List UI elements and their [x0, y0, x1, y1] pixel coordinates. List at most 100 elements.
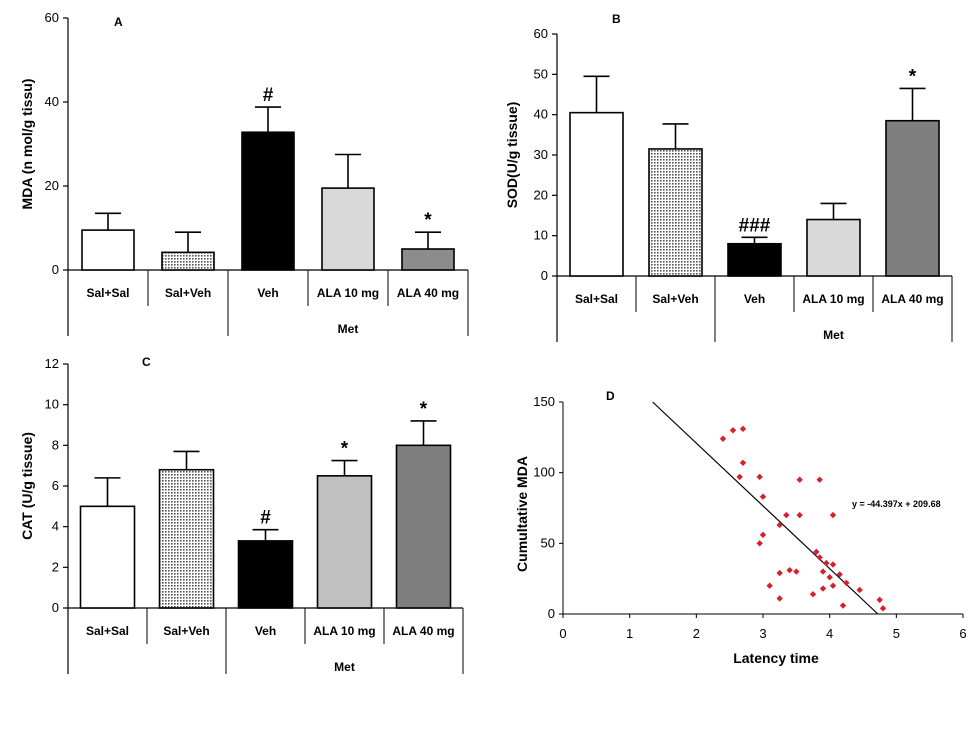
bar-chart-c: C 0 2 4 6 8 10 12 CAT (U/g tissue) Met Sal+Sal Sal+… — [19, 355, 464, 674]
data-point — [839, 602, 847, 609]
y-tick-label: 0 — [52, 262, 59, 277]
bar — [321, 187, 375, 271]
y-axis-label: CAT (U/g tissue) — [19, 432, 35, 540]
panel-label: D — [606, 389, 615, 403]
category-label: ALA 10 mg — [313, 624, 375, 638]
data-point — [819, 568, 827, 575]
data-point — [819, 585, 827, 592]
x-tick-label: 5 — [893, 626, 900, 641]
data-point — [826, 574, 833, 581]
data-point — [823, 559, 830, 567]
data-point — [776, 569, 783, 577]
y-tick-label: 150 — [533, 394, 555, 409]
y-tick-label: 20 — [45, 178, 59, 193]
data-point — [756, 473, 763, 481]
bar — [885, 119, 940, 277]
scatter-chart-d: D 0 50 100 150 0 1 2 3 4 5 6 Latency time Cumultative… — [514, 389, 967, 666]
group-label: Met — [338, 322, 359, 336]
category-label: ALA 10 mg — [802, 292, 864, 306]
bar — [727, 242, 782, 277]
category-label: Sal+Veh — [163, 624, 209, 638]
y-tick-label: 40 — [534, 107, 548, 122]
data-point — [776, 521, 783, 529]
data-point — [756, 540, 763, 547]
data-point — [786, 566, 793, 574]
significance-marker: * — [341, 439, 349, 460]
bar — [241, 131, 295, 271]
data-point — [719, 435, 727, 442]
y-tick-label: 60 — [45, 10, 59, 25]
bar — [81, 229, 135, 271]
data-point — [829, 511, 837, 519]
data-point — [876, 596, 883, 604]
data-point — [813, 548, 820, 556]
data-point — [829, 582, 837, 589]
category-label: Veh — [257, 286, 278, 300]
trendline-equation: y = -44.397x + 209.68 — [852, 499, 941, 509]
data-point — [739, 459, 747, 466]
category-label: Veh — [255, 624, 276, 638]
y-tick-label: 50 — [534, 66, 548, 81]
data-point — [736, 473, 743, 481]
category-label: Sal+Veh — [165, 286, 211, 300]
data-point — [879, 605, 887, 612]
bar — [401, 248, 455, 271]
data-point — [766, 582, 773, 589]
significance-marker: * — [420, 399, 428, 420]
significance-marker: * — [424, 210, 432, 231]
category-label: ALA 40 mg — [881, 292, 943, 306]
y-tick-label: 0 — [52, 600, 59, 615]
panel-label: C — [142, 355, 151, 369]
category-label: Sal+Sal — [86, 286, 129, 300]
data-point — [816, 554, 823, 561]
data-point — [816, 476, 823, 483]
y-tick-label: 50 — [541, 535, 555, 550]
significance-marker: # — [260, 508, 271, 529]
data-point — [729, 427, 737, 434]
y-tick-label: 6 — [52, 478, 59, 493]
y-tick-label: 30 — [534, 147, 548, 162]
x-tick-label: 0 — [559, 626, 566, 641]
bar — [161, 251, 215, 271]
category-label: ALA 40 mg — [392, 624, 454, 638]
data-point — [836, 571, 843, 578]
data-point — [739, 425, 747, 433]
data-point — [793, 568, 800, 575]
data-point — [776, 595, 783, 602]
category-label: ALA 10 mg — [317, 286, 379, 300]
bar — [648, 148, 703, 277]
significance-marker: * — [909, 66, 917, 87]
y-tick-label: 10 — [534, 228, 548, 243]
y-axis-label: SOD(U/g tissue) — [504, 102, 520, 209]
y-tick-label: 100 — [533, 465, 555, 480]
category-label: Sal+Sal — [86, 624, 129, 638]
significance-marker: # — [263, 85, 274, 106]
bar — [79, 505, 136, 609]
y-axis-label: Cumultative MDA — [514, 456, 530, 572]
y-tick-label: 12 — [45, 356, 59, 371]
significance-marker: ### — [739, 215, 771, 236]
bar-chart-b: B 0 10 20 30 40 50 60 SOD(U/g tissue) Met Sal+Sal S… — [504, 12, 953, 342]
y-tick-label: 0 — [541, 268, 548, 283]
y-tick-label: 2 — [52, 559, 59, 574]
data-point — [796, 511, 803, 519]
bar — [158, 468, 215, 609]
bar — [569, 111, 624, 277]
category-label: Sal+Veh — [652, 292, 698, 306]
y-tick-label: 0 — [548, 606, 555, 621]
group-label: Met — [334, 660, 355, 674]
y-tick-label: 8 — [52, 437, 59, 452]
data-point — [829, 561, 837, 568]
y-tick-label: 10 — [45, 397, 59, 412]
data-point — [759, 493, 767, 500]
y-axis-label: MDA (n mol/g tissu) — [19, 79, 35, 210]
bar — [806, 218, 861, 277]
data-point — [796, 476, 803, 483]
x-tick-label: 4 — [826, 626, 833, 641]
data-point — [783, 511, 790, 519]
x-tick-label: 2 — [693, 626, 700, 641]
x-tick-label: 3 — [759, 626, 766, 641]
bar — [316, 475, 373, 609]
category-label: Veh — [744, 292, 765, 306]
